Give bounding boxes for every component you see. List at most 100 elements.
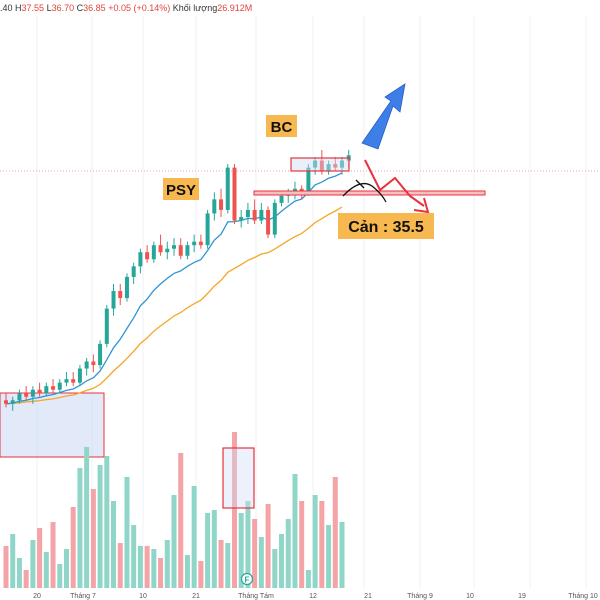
bc-zone-box bbox=[290, 157, 350, 172]
event-badge-label: F bbox=[245, 576, 250, 585]
candle-body bbox=[239, 216, 244, 221]
candle-body bbox=[44, 386, 49, 394]
volume-bar bbox=[252, 519, 258, 588]
close-value: 36.85 bbox=[83, 3, 106, 13]
candle-body bbox=[198, 241, 203, 246]
candle-body bbox=[279, 195, 284, 203]
x-tick-label: 10 bbox=[466, 593, 474, 600]
bearish-scenario-line bbox=[364, 159, 425, 207]
candle-body bbox=[205, 213, 210, 246]
x-tick-label: Tháng 7 bbox=[70, 593, 96, 600]
x-tick-label: Tháng Tám bbox=[238, 593, 274, 600]
candle-body bbox=[71, 379, 76, 383]
candle-body bbox=[30, 389, 35, 397]
candle-body bbox=[111, 291, 116, 309]
volume-bar bbox=[124, 477, 130, 588]
bullish-arrow-icon bbox=[361, 83, 406, 150]
volume-bar bbox=[50, 522, 56, 588]
volume-bar bbox=[164, 540, 170, 588]
event-badge-icon[interactable] bbox=[240, 572, 254, 586]
cross-mark bbox=[355, 179, 365, 189]
candle-body bbox=[340, 160, 344, 168]
candle-body bbox=[319, 160, 324, 172]
change-value: +0.05 (+0.14%) bbox=[108, 3, 171, 13]
candle-body bbox=[313, 160, 318, 168]
x-tick-label: 19 bbox=[518, 593, 526, 600]
volume-bar bbox=[245, 501, 251, 588]
volume-bar bbox=[104, 456, 110, 588]
candle-body bbox=[333, 164, 338, 168]
volume-bar bbox=[84, 447, 90, 588]
volume-bar bbox=[137, 546, 143, 588]
candle-body bbox=[252, 209, 257, 221]
volume-bar bbox=[10, 534, 16, 588]
bc-label: BC bbox=[271, 119, 293, 136]
candle-body bbox=[104, 308, 109, 344]
volume-bar bbox=[16, 558, 22, 588]
candle-body bbox=[192, 241, 197, 246]
candle-body bbox=[118, 291, 123, 299]
x-axis: 20 Tháng 7 10 21 Tháng Tám 12 21 Tháng 9 10 19 Thá… bbox=[33, 593, 598, 600]
volume-bar bbox=[258, 537, 264, 588]
candle-body bbox=[326, 164, 331, 172]
psy-label: PSY bbox=[166, 182, 196, 199]
candle-body bbox=[131, 266, 136, 277]
candle-body bbox=[172, 245, 176, 249]
volume-bar bbox=[218, 540, 224, 588]
volume-bar bbox=[70, 507, 76, 588]
volume-bar bbox=[205, 513, 211, 588]
resistance-label-bg bbox=[338, 213, 434, 239]
volume-bar bbox=[77, 468, 83, 588]
volume-bar bbox=[225, 543, 231, 588]
rejection-curve bbox=[342, 182, 387, 203]
volume-bar bbox=[305, 570, 311, 588]
candle-body bbox=[10, 400, 15, 404]
volume-bar bbox=[326, 525, 332, 588]
ema-slow-line bbox=[5, 206, 343, 405]
candle-body bbox=[91, 361, 96, 366]
volume-bar bbox=[97, 465, 103, 588]
volume-bar bbox=[265, 504, 271, 588]
candle-body bbox=[64, 379, 69, 383]
candle-body bbox=[51, 386, 56, 390]
ema-fast-line bbox=[5, 172, 343, 405]
psy-label-bg bbox=[163, 178, 199, 200]
volume-bar bbox=[292, 474, 298, 588]
candle-body bbox=[145, 252, 150, 260]
candle-body bbox=[306, 167, 311, 193]
volume-bar bbox=[23, 570, 29, 588]
candle-body bbox=[232, 167, 237, 221]
volume-bar bbox=[131, 525, 137, 588]
candle-body bbox=[138, 252, 143, 267]
bearish-arrow-head bbox=[413, 197, 430, 214]
x-tick-label: Tháng 10 bbox=[568, 593, 598, 600]
volume-value: 26.912M bbox=[217, 3, 253, 13]
volume-bar bbox=[238, 513, 244, 588]
candle-body bbox=[124, 276, 129, 299]
grid-lines bbox=[36, 16, 587, 588]
volume-bar bbox=[299, 501, 305, 588]
resistance-zone bbox=[253, 190, 486, 196]
volume-bar bbox=[312, 495, 318, 588]
candle-body bbox=[77, 368, 82, 383]
volume-bar bbox=[63, 549, 69, 588]
volume-bar bbox=[198, 561, 204, 588]
candle-body bbox=[185, 245, 190, 256]
volume-bars bbox=[3, 432, 345, 588]
x-tick-label: 21 bbox=[192, 593, 200, 600]
volume-bar bbox=[339, 522, 345, 588]
candle-body bbox=[165, 248, 170, 253]
candle-body bbox=[225, 167, 230, 210]
candle-body bbox=[158, 245, 163, 253]
ema-lines bbox=[5, 172, 343, 405]
candle-body bbox=[151, 245, 156, 260]
candle-body bbox=[245, 209, 250, 217]
volume-bar bbox=[43, 552, 49, 588]
volume-bar bbox=[231, 432, 237, 588]
resistance-label: Cản : 35.5 bbox=[348, 219, 424, 236]
high-value: 37.55 bbox=[21, 3, 45, 13]
volume-bar bbox=[57, 564, 63, 588]
open-fragment: .40 bbox=[0, 3, 13, 13]
x-tick-label: 20 bbox=[33, 593, 41, 600]
